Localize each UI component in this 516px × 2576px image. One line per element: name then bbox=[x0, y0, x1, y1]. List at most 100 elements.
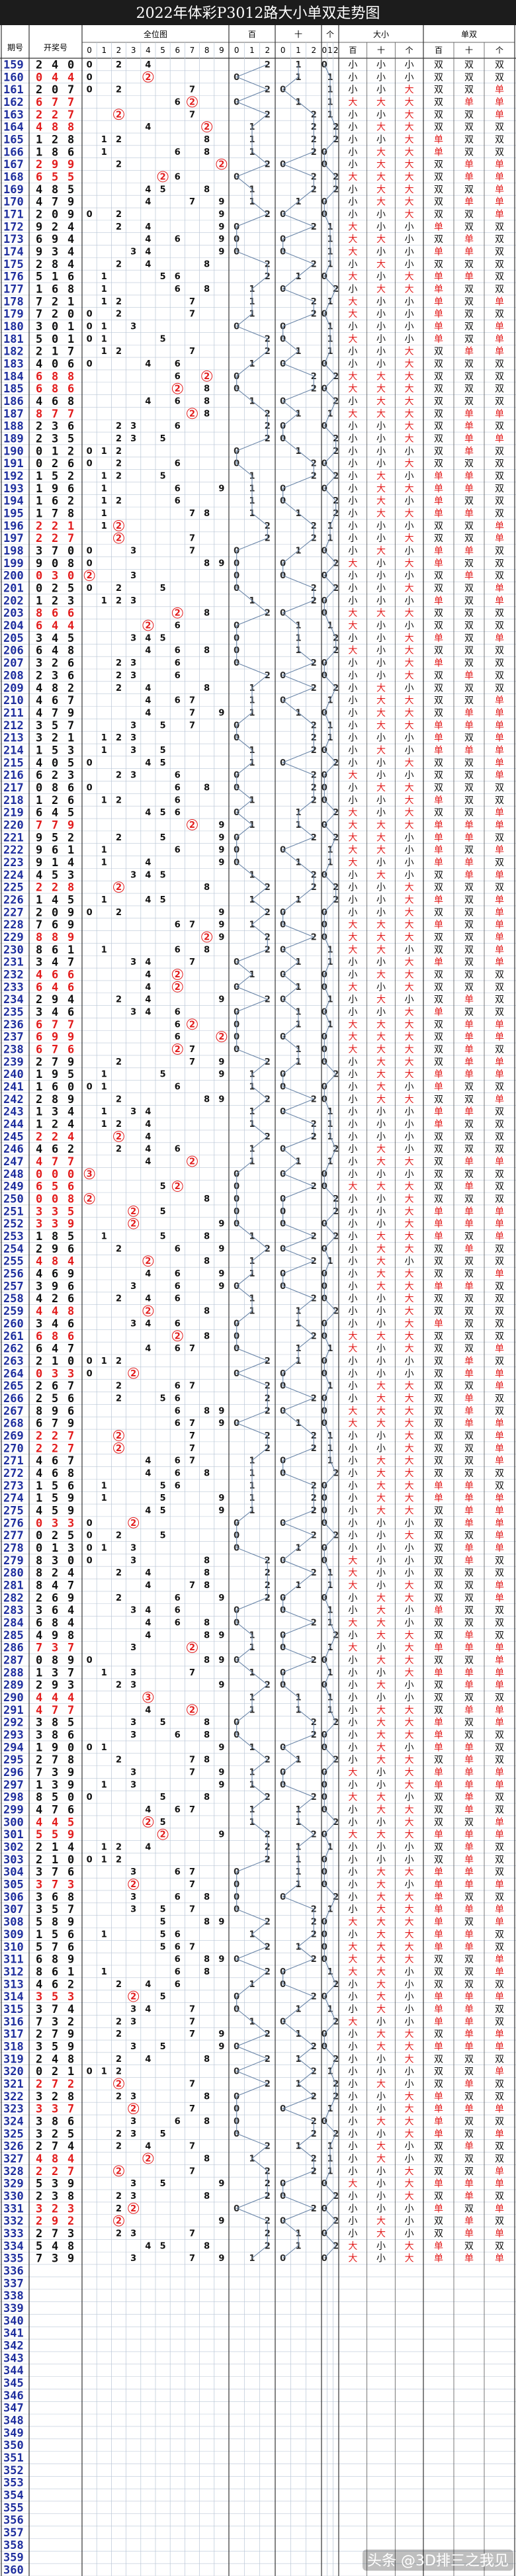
route-mark: 2 bbox=[311, 795, 317, 805]
distribution-digit: 2 bbox=[116, 160, 122, 170]
route-mark: 0 bbox=[234, 247, 239, 257]
big-small-mark: 小 bbox=[405, 234, 414, 245]
route-mark: 2 bbox=[311, 1182, 317, 1192]
distribution-digit: 2 bbox=[116, 1094, 122, 1104]
draw-digit: 3 bbox=[36, 632, 42, 645]
big-small-mark: 小 bbox=[348, 1867, 357, 1878]
distribution-digit: 9 bbox=[218, 1094, 224, 1104]
route-mark: 0 bbox=[234, 1220, 239, 1229]
draw-digit: 0 bbox=[52, 1193, 58, 1206]
big-small-mark: 大 bbox=[405, 1580, 414, 1591]
draw-digit: 3 bbox=[36, 2127, 42, 2141]
route-mark: 2 bbox=[311, 1793, 317, 1802]
odd-even-mark: 单 bbox=[434, 309, 443, 320]
period-number: 314 bbox=[3, 1990, 24, 2004]
odd-even-mark: 双 bbox=[495, 1294, 504, 1304]
distribution-digit: 2 bbox=[116, 1132, 122, 1142]
draw-digit: 6 bbox=[67, 1044, 74, 1057]
table-row: 318 3 5 9 3 5 9 0 2 0 小大大单单单 bbox=[3, 2040, 504, 2053]
route-mark: 1 bbox=[295, 1880, 301, 1890]
odd-even-mark: 双 bbox=[464, 1331, 474, 1342]
distribution-digit: 5 bbox=[160, 334, 166, 344]
big-small-mark: 大 bbox=[405, 758, 414, 768]
big-small-mark: 大 bbox=[376, 1942, 386, 1953]
odd-even-mark: 双 bbox=[495, 1618, 504, 1628]
distribution-digit: 5 bbox=[160, 2129, 166, 2139]
route-mark: 1 bbox=[249, 821, 255, 830]
route-mark: 0 bbox=[280, 1468, 286, 1478]
odd-even-mark: 双 bbox=[464, 1120, 474, 1130]
odd-even-mark: 单 bbox=[434, 1281, 443, 1292]
big-small-mark: 大 bbox=[376, 1456, 386, 1466]
odd-even-mark: 单 bbox=[434, 858, 443, 868]
period-number: 331 bbox=[3, 2202, 24, 2215]
big-small-mark: 小 bbox=[348, 259, 357, 270]
draw-digit: 4 bbox=[36, 357, 42, 371]
odd-even-mark: 双 bbox=[464, 1144, 474, 1155]
big-small-mark: 大 bbox=[348, 222, 357, 232]
route-mark: 2 bbox=[265, 1967, 271, 1977]
draw-digit: 2 bbox=[52, 794, 58, 807]
distribution-digit: 2 bbox=[116, 795, 122, 805]
big-small-mark: 小 bbox=[376, 646, 386, 656]
header-route-value: 0 bbox=[234, 46, 239, 55]
draw-digit: 6 bbox=[67, 482, 74, 496]
distribution-digit: 1 bbox=[101, 521, 107, 531]
odd-even-mark: 单 bbox=[495, 1643, 504, 1654]
odd-even-mark: 单 bbox=[495, 1431, 504, 1441]
big-small-mark: 小 bbox=[376, 895, 386, 905]
big-small-mark: 小 bbox=[348, 1730, 357, 1741]
distribution-digit: 2 bbox=[116, 2204, 122, 2214]
draw-digit: 5 bbox=[67, 1205, 74, 1218]
route-mark: 2 bbox=[265, 945, 271, 955]
draw-digit: 2 bbox=[36, 420, 42, 433]
big-small-mark: 大 bbox=[405, 434, 414, 445]
period-number: 201 bbox=[3, 582, 24, 596]
period-number: 230 bbox=[3, 944, 24, 957]
distribution-digit: 2 bbox=[116, 596, 122, 606]
table-row: 159 2 4 0 0 2 4 2 1 0 小小小双双双 bbox=[3, 58, 504, 71]
big-small-mark: 小 bbox=[348, 1269, 357, 1280]
distribution-digit: 1 bbox=[101, 795, 107, 805]
odd-even-mark: 双 bbox=[434, 1344, 443, 1355]
odd-even-mark: 单 bbox=[495, 721, 504, 731]
odd-even-mark: 双 bbox=[495, 371, 504, 382]
big-small-mark: 小 bbox=[348, 2129, 357, 2139]
draw-digit: 6 bbox=[67, 1292, 74, 1306]
odd-even-mark: 单 bbox=[464, 1394, 474, 1404]
draw-digit: 0 bbox=[52, 1168, 58, 1181]
route-mark: 0 bbox=[280, 210, 286, 220]
draw-digit: 3 bbox=[36, 2202, 42, 2215]
big-small-mark: 小 bbox=[348, 733, 357, 744]
draw-digit: 9 bbox=[67, 1591, 74, 1605]
draw-digit: 6 bbox=[36, 370, 42, 383]
draw-digit: 4 bbox=[36, 694, 42, 707]
table-row: 252 3 3 9 2 9 0 0 0 小小大单单单 bbox=[3, 1218, 504, 1231]
table-row: 182 2 1 7 1 2 7 2 1 1 小小大双单单 bbox=[3, 345, 504, 359]
draw-digit: 3 bbox=[67, 2227, 74, 2241]
odd-even-mark: 双 bbox=[495, 995, 504, 1005]
odd-even-mark: 单 bbox=[464, 1281, 474, 1292]
big-small-mark: 小 bbox=[348, 2229, 357, 2239]
draw-digit: 7 bbox=[67, 694, 74, 707]
distribution-digit: 6 bbox=[175, 372, 181, 382]
route-mark: 0 bbox=[234, 97, 239, 107]
big-small-mark: 大 bbox=[405, 1007, 414, 1018]
big-small-mark: 小 bbox=[405, 471, 414, 482]
period-number: 244 bbox=[3, 1118, 24, 1132]
big-small-mark: 小 bbox=[405, 1568, 414, 1579]
draw-digit: 5 bbox=[36, 1941, 42, 1954]
table-row: 346 bbox=[3, 2389, 24, 2403]
route-mark: 1 bbox=[295, 646, 301, 656]
period-number: 300 bbox=[3, 1816, 24, 1829]
table-row: 342 bbox=[3, 2340, 24, 2353]
header-band bbox=[0, 25, 516, 58]
odd-even-mark: 单 bbox=[434, 1930, 443, 1940]
big-small-mark: 小 bbox=[376, 1443, 386, 1454]
odd-even-mark: 双 bbox=[495, 1867, 504, 1878]
distribution-digit: 6 bbox=[175, 235, 181, 245]
big-small-mark: 大 bbox=[405, 1955, 414, 1965]
draw-digit: 0 bbox=[36, 2065, 42, 2078]
header-attr-sub: 十 bbox=[377, 46, 385, 55]
period-number: 321 bbox=[3, 2078, 24, 2091]
